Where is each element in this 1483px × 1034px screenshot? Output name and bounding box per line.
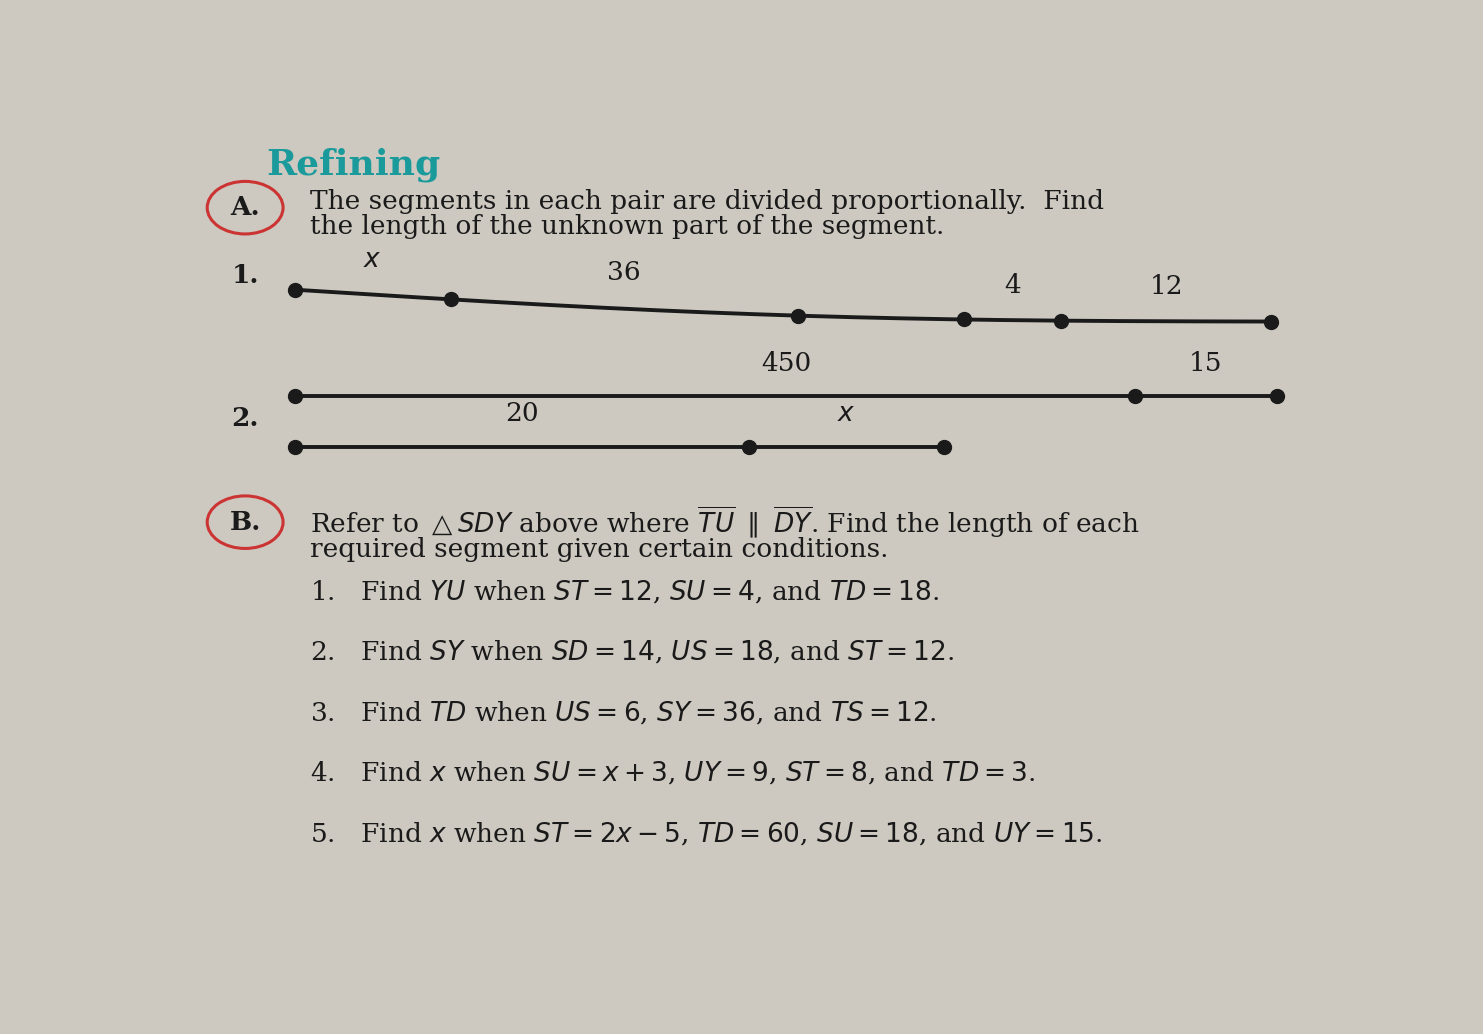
Text: 12: 12	[1149, 274, 1183, 299]
Text: 15: 15	[1189, 351, 1223, 375]
Text: 450: 450	[761, 351, 811, 375]
Text: 2.: 2.	[231, 406, 260, 431]
Text: 4: 4	[1004, 273, 1020, 298]
Text: $x$: $x$	[838, 401, 856, 426]
Text: 20: 20	[506, 401, 538, 426]
Text: Refer to $\triangle$$SDY$ above where $\overline{TU}$ $\parallel$ $\overline{DY}: Refer to $\triangle$$SDY$ above where $\…	[310, 504, 1139, 540]
Text: B.: B.	[230, 510, 261, 535]
Text: 1.: 1.	[231, 263, 260, 287]
Text: 36: 36	[608, 261, 641, 285]
Text: 2.   Find $SY$ when $SD = 14$, $US = 18$, and $ST = 12$.: 2. Find $SY$ when $SD = 14$, $US = 18$, …	[310, 638, 954, 666]
Text: Refining: Refining	[265, 148, 440, 182]
Text: 1.   Find $YU$ when $ST = 12$, $SU = 4$, and $TD = 18$.: 1. Find $YU$ when $ST = 12$, $SU = 4$, a…	[310, 578, 939, 605]
Text: required segment given certain conditions.: required segment given certain condition…	[310, 538, 888, 562]
Text: The segments in each pair are divided proportionally.  Find: The segments in each pair are divided pr…	[310, 189, 1103, 214]
Text: $x$: $x$	[363, 247, 383, 272]
Text: A.: A.	[230, 195, 260, 220]
Text: 5.   Find $x$ when $ST = 2x - 5$, $TD = 60$, $SU = 18$, and $UY = 15$.: 5. Find $x$ when $ST = 2x - 5$, $TD = 60…	[310, 820, 1102, 847]
Text: 3.   Find $TD$ when $US = 6$, $SY = 36$, and $TS = 12$.: 3. Find $TD$ when $US = 6$, $SY = 36$, a…	[310, 699, 936, 726]
Text: 4.   Find $x$ when $SU = x + 3$, $UY = 9$, $ST = 8$, and $TD = 3$.: 4. Find $x$ when $SU = x + 3$, $UY = 9$,…	[310, 759, 1035, 787]
Text: the length of the unknown part of the segment.: the length of the unknown part of the se…	[310, 214, 943, 239]
